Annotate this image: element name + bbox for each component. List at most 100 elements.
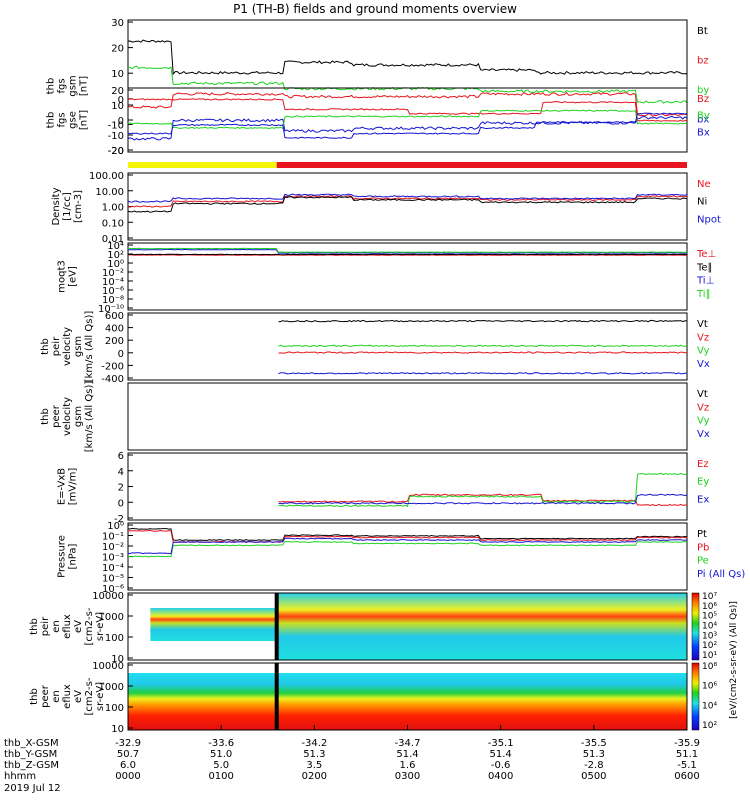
panel-peer-velocity	[127, 382, 688, 451]
ephemeris-value: -35.9	[674, 738, 700, 749]
y-axis-label: peir	[40, 616, 51, 636]
colorbar-tick-label: 10²	[702, 721, 717, 731]
panel-peer-spec	[127, 662, 700, 731]
y-tick-label: 6	[118, 451, 124, 462]
legend-vx: Vx	[697, 359, 710, 370]
panel-frame	[127, 172, 688, 241]
panel-fgs-gsm	[127, 19, 688, 153]
legend-ey: Ey	[697, 477, 709, 488]
y-tick-label: 600	[105, 311, 124, 322]
series-line-ex	[278, 493, 688, 505]
y-tick-label: 10⁻¹	[102, 532, 124, 543]
y-axis-label: [cm2-s-	[84, 677, 95, 715]
y-axis-label: gsm	[68, 75, 79, 96]
ephemeris-value: 51.3	[303, 749, 325, 760]
panel-frame	[127, 522, 688, 591]
y-tick-label: 0	[118, 116, 124, 127]
y-axis-label: thb	[46, 112, 57, 129]
y-axis-label: [1/cc]	[62, 192, 73, 221]
spectrogram-main	[276, 593, 687, 660]
legend-te: Te⊥	[696, 249, 716, 260]
y-axis-label: [km/s (All Qs)]	[84, 311, 95, 383]
y-tick-label: -2	[114, 514, 124, 525]
panel-frame	[127, 382, 688, 451]
ephemeris-value: -0.6	[491, 760, 511, 771]
y-tick-label: 0	[118, 95, 124, 106]
y-tick-label: 20	[111, 44, 124, 55]
series-line-by	[127, 109, 688, 130]
y-tick-label: 400	[105, 324, 124, 335]
panel-pressure	[127, 522, 688, 591]
y-tick-label: 10000	[92, 661, 124, 672]
ephemeris-value: 51.0	[210, 749, 232, 760]
ephemeris-value: 51.4	[396, 749, 418, 760]
series-line-bx	[127, 112, 688, 139]
y-tick-label: 10⁻⁵	[102, 574, 124, 585]
y-axis-label: fgs	[57, 78, 68, 93]
y-tick-label: 0	[118, 349, 124, 360]
colorbar-unit-label: [eV/(cm2-s-sr-eV) (All Qs)]	[729, 601, 739, 719]
y-axis-label: fgs	[57, 112, 68, 127]
y-tick-label: 0.01	[102, 234, 124, 245]
y-tick-label: 10⁰	[107, 521, 124, 532]
y-tick-label: 10000	[92, 591, 124, 602]
legend-bt: Bt	[697, 26, 708, 37]
y-tick-label: 10⁴	[107, 241, 124, 252]
y-axis-label: peir	[51, 336, 62, 356]
y-axis-label: [cm2-s-	[84, 607, 95, 645]
legend-vz: Vz	[697, 402, 709, 413]
legend-piallqs: Pi (All Qs)	[697, 569, 745, 580]
legend-vy: Vy	[697, 416, 710, 427]
y-axis-label: velocity	[62, 397, 73, 436]
series-line-ni	[127, 196, 688, 213]
y-axis-label: thb	[46, 78, 57, 95]
ephemeris-label: thb_Z-GSM	[4, 760, 59, 771]
legend-vy: Vy	[697, 346, 710, 357]
panel-frame	[127, 452, 688, 521]
y-axis-label: en	[51, 690, 62, 703]
y-axis-label: gse	[68, 111, 79, 129]
colorbar-tick-label: 10⁸	[702, 662, 717, 672]
y-axis-label: thb	[29, 688, 40, 705]
ephemeris-value: 0200	[302, 771, 327, 782]
series-line-ti	[128, 247, 688, 253]
mode-flag-bar	[276, 162, 687, 168]
colorbar-tick-label: 10³	[702, 631, 717, 641]
colorbar-tick-label: 10¹	[702, 651, 717, 661]
y-tick-label: 10⁰	[107, 259, 124, 270]
y-tick-label: 100	[105, 703, 124, 714]
y-tick-label: 10⁻⁴	[102, 563, 124, 574]
colorbar	[691, 662, 700, 731]
panel-peir-velocity	[127, 312, 688, 381]
y-tick-label: -400	[101, 374, 124, 385]
y-tick-label: 10	[111, 101, 124, 112]
legend-ti: Ti∥	[696, 289, 711, 300]
legend-bz: Bz	[697, 94, 709, 105]
legend-ex: Ex	[697, 494, 709, 505]
y-tick-label: 200	[105, 336, 124, 347]
y-axis-label: en	[51, 620, 62, 633]
series-line-vx	[278, 372, 687, 375]
legend-by: By	[697, 111, 710, 122]
panel-frame	[127, 242, 688, 311]
y-tick-label: 30	[111, 18, 124, 29]
y-axis-label: velocity	[62, 327, 73, 366]
legend-bx: Bx	[697, 127, 710, 138]
ephemeris-value: -35.1	[488, 738, 514, 749]
date-label: 2019 Jul 12	[4, 783, 61, 794]
y-tick-label: 10⁻⁶	[102, 584, 124, 595]
y-axis-label: [nT]	[79, 76, 90, 96]
series-line-piallqs	[127, 537, 688, 555]
y-tick-label: 1000	[99, 682, 124, 693]
spectrogram-early	[150, 608, 277, 641]
colorbar-tick-label: 10⁴	[702, 701, 717, 711]
page-title: P1 (TH-B) fields and ground moments over…	[233, 2, 517, 16]
colorbar-tick-label: 10⁷	[702, 592, 717, 602]
y-tick-label: 10⁻⁸	[102, 295, 124, 306]
y-axis-label: thb	[29, 618, 40, 635]
ephemeris-value: 3.5	[306, 760, 322, 771]
y-tick-label: 20	[111, 86, 124, 97]
series-line-bz	[127, 98, 688, 122]
data-gap-marker	[274, 663, 279, 730]
y-axis-label: [eV]	[68, 266, 79, 287]
